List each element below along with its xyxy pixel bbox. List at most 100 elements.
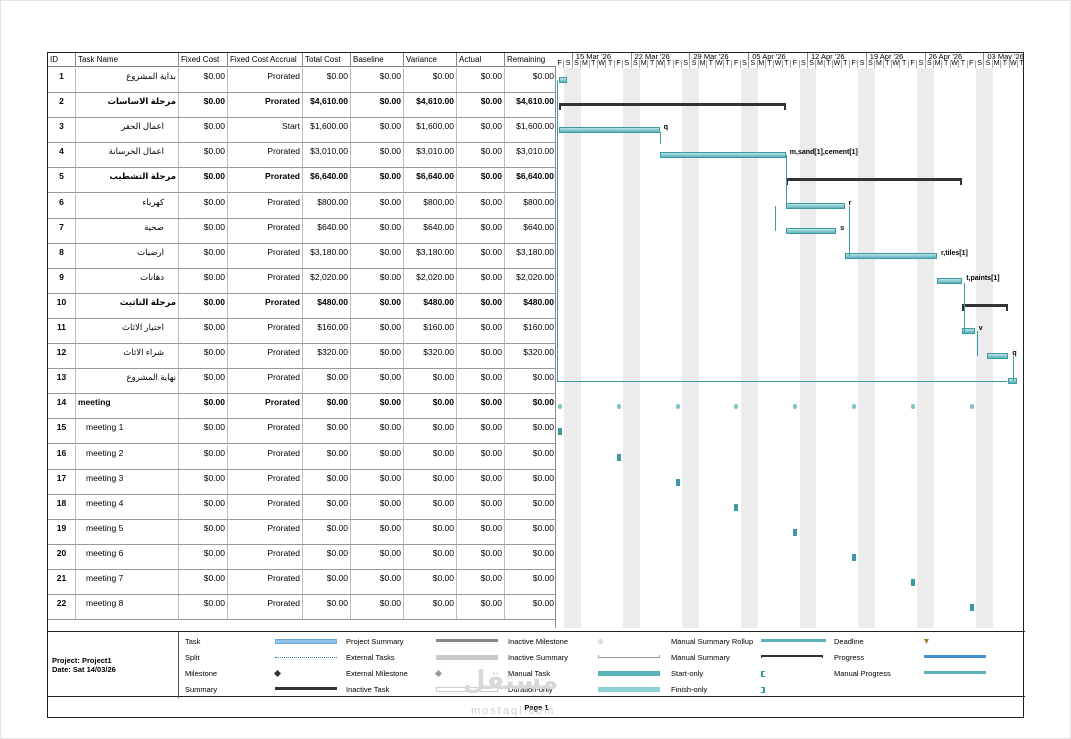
meeting-bar[interactable] <box>852 553 856 561</box>
cell-remaining[interactable]: $0.00 <box>532 598 554 609</box>
cell-id[interactable]: 16 <box>48 444 76 469</box>
col-header-baseline[interactable]: Baseline <box>351 53 404 67</box>
cell-name[interactable]: صحية <box>76 218 179 243</box>
cell-id[interactable]: 9 <box>48 268 76 293</box>
table-row[interactable]: 9 دهانات $0.00 Prorated $2,020.00 $0.00 $2,020… <box>48 268 556 294</box>
meeting-bar[interactable] <box>734 503 739 511</box>
cell-total-cost[interactable]: $800.00 <box>303 193 351 218</box>
task-bar[interactable] <box>659 152 786 159</box>
cell-actual[interactable]: $0.00 <box>457 595 505 620</box>
cell-name[interactable]: meeting 8 <box>76 595 179 620</box>
task-bar[interactable] <box>559 127 660 134</box>
cell-total-cost[interactable]: $0.00 <box>303 469 351 494</box>
cell-fixed-cost-accrual[interactable]: Prorated <box>228 93 303 118</box>
cell-baseline[interactable]: $0.00 <box>351 68 404 93</box>
cell-name[interactable]: meeting 2 <box>76 444 179 469</box>
cell-fixed-cost-accrual[interactable]: Prorated <box>228 344 303 369</box>
cell-fixed-cost[interactable]: $0.00 <box>179 595 228 620</box>
cell-remaining[interactable]: $480.00 <box>523 296 554 307</box>
task-bar[interactable] <box>937 277 963 284</box>
table-row[interactable]: 3 اعمال الحفر $0.00 Start $1,600.00 $0.00 $1,6… <box>48 118 556 144</box>
cell-name[interactable]: meeting <box>76 394 179 419</box>
cell-variance[interactable]: $0.00 <box>404 68 457 93</box>
cell-variance[interactable]: $320.00 <box>404 344 457 369</box>
cell-remaining[interactable]: $0.00 <box>532 497 554 508</box>
table-row[interactable]: 20 meeting 6 $0.00 Prorated $0.00 $0.00 $0.00 $… <box>48 544 556 570</box>
cell-actual[interactable]: $0.00 <box>457 444 505 469</box>
cell-total-cost[interactable]: $160.00 <box>303 319 351 344</box>
cell-fixed-cost-accrual[interactable]: Prorated <box>228 293 303 318</box>
col-header-variance[interactable]: Variance <box>404 53 457 67</box>
cell-remaining[interactable]: $2,020.00 <box>516 271 554 282</box>
summary-bar[interactable] <box>962 303 1009 311</box>
cell-name[interactable]: اعمال الخرسانة <box>76 143 179 168</box>
cell-name[interactable]: دهانات <box>76 268 179 293</box>
cell-baseline[interactable]: $0.00 <box>351 369 404 394</box>
cell-baseline[interactable]: $0.00 <box>351 293 404 318</box>
cell-remaining[interactable]: $160.00 <box>523 322 554 332</box>
cell-actual[interactable]: $0.00 <box>457 243 505 268</box>
cell-total-cost[interactable]: $3,180.00 <box>303 243 351 268</box>
cell-fixed-cost-accrual[interactable]: Start <box>228 118 303 143</box>
cell-fixed-cost-accrual[interactable]: Prorated <box>228 319 303 344</box>
cell-baseline[interactable]: $0.00 <box>351 143 404 168</box>
table-row[interactable]: 5 مرحلة التشطيب $0.00 Prorated $6,640.00 $0.0… <box>48 168 556 194</box>
cell-remaining[interactable]: $0.00 <box>532 422 554 433</box>
cell-fixed-cost-accrual[interactable]: Prorated <box>228 595 303 620</box>
cell-actual[interactable]: $0.00 <box>457 319 505 344</box>
cell-id[interactable]: 1 <box>48 68 76 93</box>
cell-variance[interactable]: $160.00 <box>404 319 457 344</box>
cell-baseline[interactable]: $0.00 <box>351 419 404 444</box>
table-row[interactable]: 8 ارضيات $0.00 Prorated $3,180.00 $0.00 $3,180… <box>48 243 556 269</box>
table-row[interactable]: 22 meeting 8 $0.00 Prorated $0.00 $0.00 $0.00 $… <box>48 595 556 621</box>
cell-id[interactable]: 4 <box>48 143 76 168</box>
cell-name[interactable]: meeting 3 <box>76 469 179 494</box>
cell-remaining[interactable]: $0.00 <box>532 71 554 81</box>
col-header-id[interactable]: ID <box>48 53 76 67</box>
cell-fixed-cost-accrual[interactable]: Prorated <box>228 570 303 595</box>
cell-total-cost[interactable]: $0.00 <box>303 519 351 544</box>
cell-remaining[interactable]: $0.00 <box>532 372 554 383</box>
cell-remaining[interactable]: $640.00 <box>523 221 554 232</box>
cell-remaining[interactable]: $800.00 <box>523 196 554 207</box>
cell-fixed-cost[interactable]: $0.00 <box>179 319 228 344</box>
cell-total-cost[interactable]: $0.00 <box>303 595 351 620</box>
cell-fixed-cost-accrual[interactable]: Prorated <box>228 369 303 394</box>
cell-actual[interactable]: $0.00 <box>457 419 505 444</box>
cell-fixed-cost[interactable]: $0.00 <box>179 93 228 118</box>
cell-fixed-cost-accrual[interactable]: Prorated <box>228 193 303 218</box>
cell-baseline[interactable]: $0.00 <box>351 168 404 193</box>
cell-total-cost[interactable]: $2,020.00 <box>303 268 351 293</box>
col-header-fixed-cost-accrual[interactable]: Fixed Cost Accrual <box>228 53 303 67</box>
cell-actual[interactable]: $0.00 <box>457 143 505 168</box>
cell-total-cost[interactable]: $3,010.00 <box>303 143 351 168</box>
cell-variance[interactable]: $0.00 <box>404 519 457 544</box>
cell-fixed-cost[interactable]: $0.00 <box>179 143 228 168</box>
table-row[interactable]: 11 اختيار الاثاث $0.00 Prorated $160.00 $0.00… <box>48 319 556 345</box>
cell-id[interactable]: 2 <box>48 93 76 118</box>
cell-total-cost[interactable]: $0.00 <box>303 394 351 419</box>
task-bar[interactable] <box>987 353 1009 360</box>
table-row[interactable]: 17 meeting 3 $0.00 Prorated $0.00 $0.00 $0.00 $… <box>48 469 556 495</box>
cell-baseline[interactable]: $0.00 <box>351 344 404 369</box>
cell-baseline[interactable]: $0.00 <box>351 469 404 494</box>
meeting-bar[interactable] <box>969 604 974 612</box>
cell-id[interactable]: 21 <box>48 570 76 595</box>
cell-fixed-cost[interactable]: $0.00 <box>179 168 228 193</box>
cell-fixed-cost[interactable]: $0.00 <box>179 293 228 318</box>
col-header-actual[interactable]: Actual <box>457 53 505 67</box>
cell-id[interactable]: 7 <box>48 218 76 243</box>
cell-actual[interactable]: $0.00 <box>457 168 505 193</box>
cell-name[interactable]: ارضيات <box>76 243 179 268</box>
cell-fixed-cost-accrual[interactable]: Prorated <box>228 544 303 569</box>
cell-variance[interactable]: $0.00 <box>404 494 457 519</box>
table-row[interactable]: 1 بداية المشروع $0.00 Prorated $0.00 $0.00 $0.… <box>48 68 556 94</box>
table-row[interactable]: 13 نهاية المشروع $0.00 Prorated $0.00 $0.00 $0… <box>48 369 556 395</box>
cell-fixed-cost[interactable]: $0.00 <box>179 68 228 93</box>
cell-fixed-cost-accrual[interactable]: Prorated <box>228 494 303 519</box>
table-row[interactable]: 4 اعمال الخرسانة $0.00 Prorated $3,010.00 $0.… <box>48 143 556 169</box>
cell-id[interactable]: 15 <box>48 419 76 444</box>
cell-name[interactable]: مرحلة التشطيب <box>76 168 179 193</box>
cell-fixed-cost[interactable]: $0.00 <box>179 519 228 544</box>
cell-total-cost[interactable]: $0.00 <box>303 570 351 595</box>
